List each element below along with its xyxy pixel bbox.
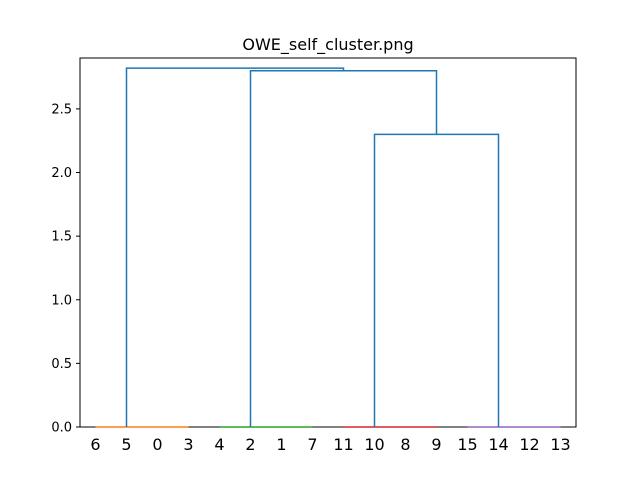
merge-link	[249, 69, 438, 427]
leaf-label: 2	[245, 435, 255, 454]
leaf-label: 1	[276, 435, 286, 454]
y-tick-label: 0.5	[51, 357, 72, 372]
leaf-label: 13	[550, 435, 570, 454]
leaf-label: 6	[90, 435, 100, 454]
y-tick-label: 1.5	[51, 230, 72, 245]
leaf-label: 9	[431, 435, 441, 454]
leaf-label: 10	[364, 435, 384, 454]
dendrogram-links	[95, 67, 561, 428]
leaf-label: 4	[214, 435, 224, 454]
leaf-label: 15	[457, 435, 477, 454]
leaf-label: 5	[121, 435, 131, 454]
leaf-label: 11	[333, 435, 353, 454]
leaf-label: 8	[400, 435, 410, 454]
leaf-label: 0	[152, 435, 162, 454]
leaf-label: 3	[183, 435, 193, 454]
plot-frame	[79, 57, 577, 428]
y-tick-label: 0.0	[51, 421, 72, 436]
x-axis-leaf-labels: 6 5 0 3 4 2 1 7 11 10 8 9 15 14 12 13	[90, 435, 570, 454]
y-axis: 0.0 0.5 1.0 1.5 2.0 2.5	[51, 102, 80, 436]
y-tick-label: 2.5	[51, 102, 72, 117]
y-tick-label: 2.0	[51, 166, 72, 181]
leaf-label: 7	[307, 435, 317, 454]
y-tick-label: 1.0	[51, 293, 72, 308]
merge-link	[125, 67, 345, 427]
merge-link	[373, 133, 500, 427]
leaf-label: 14	[488, 435, 508, 454]
chart-title: OWE_self_cluster.png	[242, 35, 413, 55]
leaf-label: 12	[519, 435, 539, 454]
